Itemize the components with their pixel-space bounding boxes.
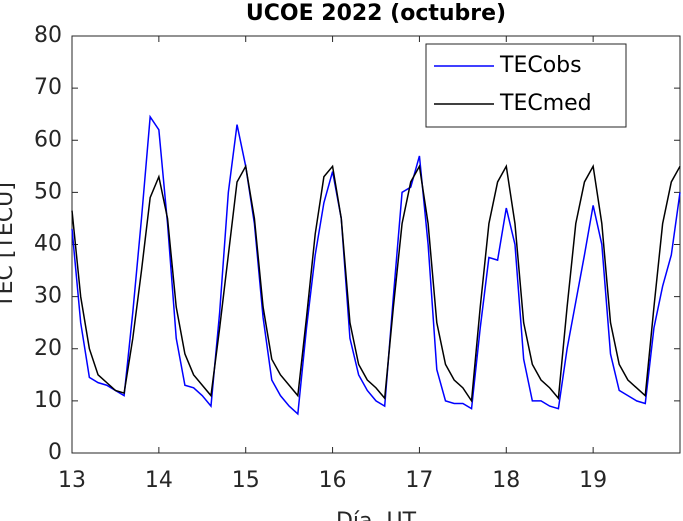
data-line — [71, 114, 681, 416]
legend-label: TECmed — [499, 91, 592, 116]
y-tick-label: 10 — [34, 388, 62, 413]
y-tick-label: 30 — [34, 284, 62, 309]
x-tick-label: 15 — [232, 468, 260, 493]
y-tick-label: 80 — [34, 23, 62, 48]
y-tick-label: 60 — [34, 127, 62, 152]
x-tick-label: 14 — [145, 468, 173, 493]
legend-box — [425, 43, 627, 128]
y-tick-label: 40 — [34, 232, 62, 257]
x-tick-label: 19 — [579, 468, 607, 493]
x-tick-label: 16 — [319, 468, 347, 493]
x-axis-label: Día, UT — [336, 509, 417, 521]
legend-label: TECobs — [499, 53, 582, 78]
x-tick-label: 13 — [58, 468, 86, 493]
chart-title: UCOE 2022 (octubre) — [246, 1, 506, 26]
y-tick-label: 70 — [34, 75, 62, 100]
y-axis-label: TEC [TECU] — [0, 182, 18, 309]
data-line — [71, 164, 681, 404]
x-tick-label: 17 — [405, 468, 433, 493]
x-tick-label: 18 — [492, 468, 520, 493]
y-tick-label: 0 — [48, 440, 62, 465]
y-tick-label: 50 — [34, 179, 62, 204]
y-tick-label: 20 — [34, 336, 62, 361]
